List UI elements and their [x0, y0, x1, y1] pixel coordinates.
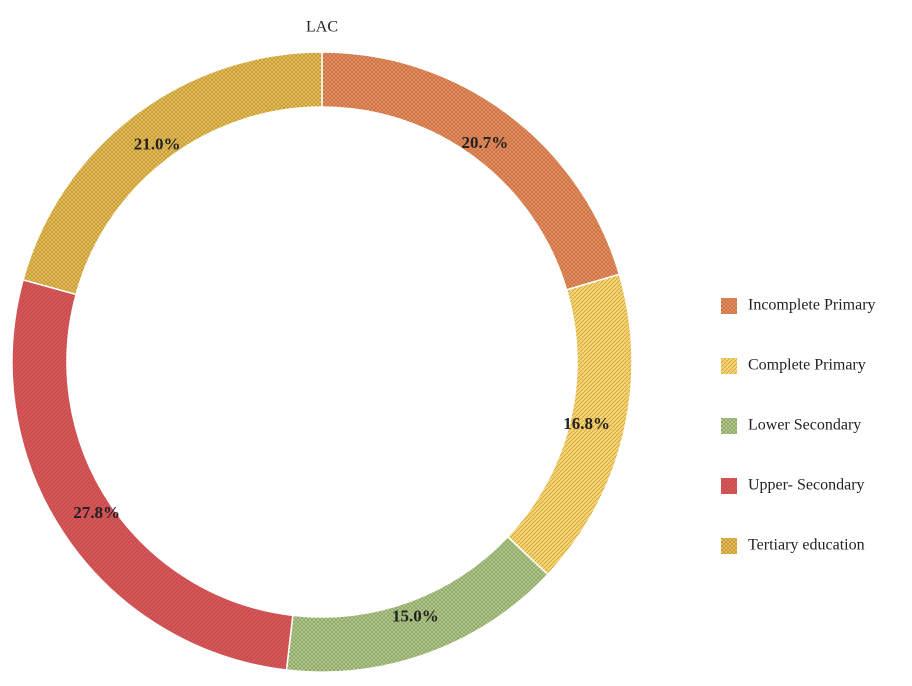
donut-slice [285, 535, 549, 673]
legend-label: Tertiary education [748, 537, 865, 554]
data-label: 15.0% [392, 606, 439, 625]
donut-slice [22, 51, 323, 296]
legend-swatch [721, 298, 737, 314]
legend-swatch [721, 358, 737, 374]
legend-swatch [721, 538, 737, 554]
legend-label: Complete Primary [748, 357, 866, 374]
legend-label: Upper- Secondary [748, 477, 865, 494]
legend-label: Incomplete Primary [748, 297, 876, 314]
legend-swatch [721, 478, 737, 494]
data-label: 20.7% [461, 133, 508, 152]
chart-title: LAC [306, 19, 338, 36]
data-label: 16.8% [563, 414, 610, 433]
data-label: 21.0% [134, 135, 181, 154]
data-label: 27.8% [73, 503, 120, 522]
legend-swatch [721, 418, 737, 434]
donut-slice [11, 278, 294, 671]
legend-label: Lower Secondary [748, 417, 861, 434]
donut-slice [321, 51, 621, 291]
